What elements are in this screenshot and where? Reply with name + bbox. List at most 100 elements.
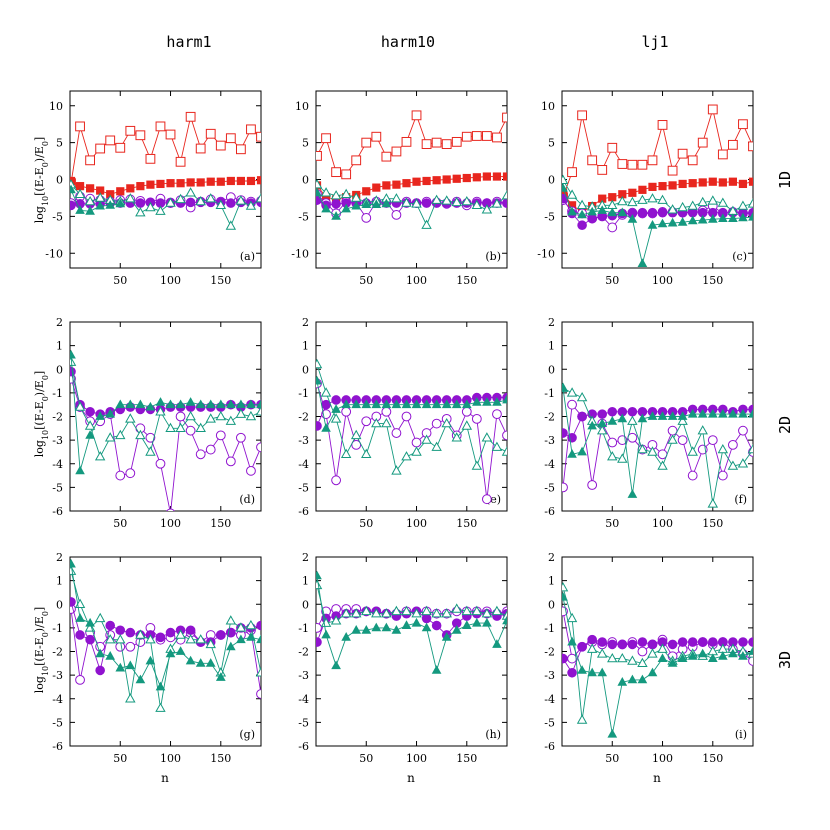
data-point-filled-triangle [677, 411, 688, 420]
data-point-open-triangle [431, 608, 442, 618]
data-point-open-square [637, 159, 648, 170]
y-tick-label: 0 [548, 174, 555, 187]
x-tick-label: 50 [113, 752, 127, 765]
data-point-open-triangle [481, 204, 493, 214]
data-point-filled-circle [647, 639, 658, 650]
data-point-filled-triangle [95, 411, 105, 420]
data-point-open-triangle [441, 608, 452, 618]
data-point-open-triangle [647, 193, 658, 203]
data-point-open-square [391, 146, 402, 157]
data-point-filled-square [502, 172, 507, 181]
data-point-open-triangle [637, 443, 648, 454]
y-tick-label: 5 [56, 137, 63, 150]
data-point-open-triangle [586, 643, 598, 653]
y-tick-label: 10 [49, 100, 63, 113]
data-point-open-square [441, 139, 452, 149]
data-point-open-square [331, 167, 342, 178]
data-point-open-square [321, 133, 331, 144]
data-point-filled-triangle [431, 665, 442, 674]
data-point-filled-triangle [175, 399, 186, 409]
data-point-open-triangle [155, 205, 166, 215]
data-point-open-triangle [401, 605, 412, 616]
y-tick-label: 10 [541, 100, 555, 113]
data-point-filled-triangle [577, 665, 587, 674]
data-point-open-triangle [491, 198, 503, 208]
data-point-filled-square [738, 179, 748, 189]
data-point-open-triangle [566, 387, 578, 397]
data-point-open-triangle [225, 415, 237, 425]
data-point-open-triangle [627, 655, 638, 665]
y-tick-label: 1 [302, 575, 309, 588]
data-point-filled-triangle [627, 489, 638, 498]
data-point-filled-circle [677, 637, 688, 647]
data-point-filled-square [176, 179, 185, 188]
data-point-filled-triangle [351, 624, 362, 634]
data-point-filled-triangle [165, 648, 176, 658]
data-point-open-triangle [647, 648, 658, 658]
data-point-open-circle [481, 494, 492, 505]
data-point-open-triangle [576, 391, 588, 402]
x-tick-label: 50 [113, 274, 127, 287]
data-point-open-triangle [566, 189, 578, 199]
y-tick-label: 2 [56, 316, 63, 329]
data-point-open-triangle [84, 195, 96, 206]
data-point-filled-triangle [125, 399, 136, 409]
data-point-open-square [717, 149, 728, 160]
data-point-filled-circle [587, 213, 597, 224]
data-point-open-triangle [135, 629, 146, 639]
data-point-filled-triangle [597, 205, 608, 214]
data-point-filled-triangle [667, 658, 678, 667]
data-point-open-circle [316, 622, 322, 633]
series-group [316, 570, 507, 674]
data-point-filled-triangle [195, 658, 206, 667]
y-tick-label: -6 [544, 505, 555, 518]
y-tick-label: 0 [548, 598, 555, 611]
data-point-open-triangle [165, 422, 176, 432]
data-point-filled-triangle [567, 206, 577, 216]
data-point-open-triangle [451, 603, 462, 613]
data-point-open-square [316, 151, 322, 161]
data-point-filled-triangle [627, 214, 638, 223]
data-point-filled-triangle [567, 636, 577, 646]
data-point-filled-circle [637, 207, 648, 218]
data-point-open-triangle [205, 193, 216, 203]
y-tick-label: 1 [548, 340, 555, 353]
data-point-open-triangle [451, 196, 462, 207]
data-point-filled-triangle [115, 399, 126, 409]
data-point-open-triangle [330, 615, 342, 625]
data-point-open-triangle [361, 605, 372, 616]
data-point-filled-triangle [697, 648, 708, 658]
data-point-open-circle [205, 444, 216, 455]
data-point-filled-triangle [70, 349, 76, 359]
data-point-open-triangle [195, 422, 206, 432]
data-point-open-square [597, 165, 608, 175]
data-point-filled-triangle [677, 217, 688, 226]
data-point-open-circle [717, 470, 728, 481]
y-tick-label: 0 [548, 363, 555, 376]
data-point-filled-circle [617, 639, 628, 650]
y-tick-label: 2 [302, 551, 309, 564]
data-point-filled-square [372, 183, 381, 192]
data-point-open-triangle [225, 220, 237, 230]
y-tick-label: -5 [52, 481, 63, 494]
data-point-filled-triangle [461, 620, 472, 629]
data-point-open-triangle [145, 446, 156, 456]
data-point-filled-square [432, 176, 441, 185]
data-point-open-triangle [155, 406, 166, 416]
data-point-open-triangle [697, 196, 708, 207]
data-point-open-triangle [155, 702, 166, 712]
data-point-filled-triangle [246, 632, 256, 641]
data-point-filled-square [638, 185, 647, 194]
data-point-open-circle [707, 435, 718, 446]
data-point-filled-triangle [411, 399, 422, 409]
data-point-filled-circle [75, 630, 85, 640]
data-point-open-triangle [235, 622, 247, 632]
data-point-filled-square [186, 178, 195, 187]
data-point-filled-square [688, 179, 697, 188]
x-tick-label: 100 [652, 517, 673, 530]
data-point-filled-triangle [316, 570, 322, 580]
data-point-filled-triangle [95, 200, 105, 210]
data-point-filled-triangle [637, 258, 648, 267]
y-tick-label: 0 [56, 174, 63, 187]
